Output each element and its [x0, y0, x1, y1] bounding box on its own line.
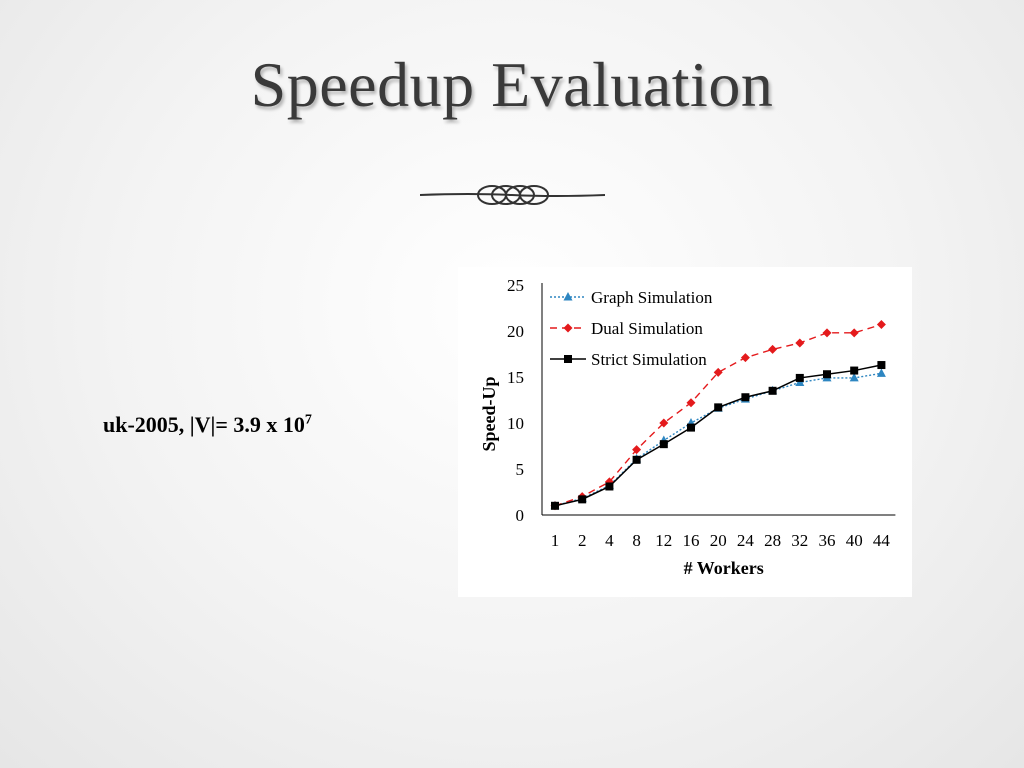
marker-square: [795, 373, 804, 382]
marker-diamond: [768, 344, 778, 354]
marker-square: [741, 393, 750, 402]
legend-item: Graph Simulation: [550, 288, 713, 307]
y-tick-label: 15: [507, 368, 524, 387]
legend-label: Strict Simulation: [591, 350, 707, 369]
legend-label: Dual Simulation: [591, 319, 703, 338]
dataset-caption-text: uk-2005, |V|= 3.9 x 10: [103, 412, 305, 437]
marker-diamond: [563, 323, 573, 333]
x-tick-label: 40: [846, 531, 863, 550]
marker-square: [564, 355, 572, 363]
marker-square: [605, 482, 614, 491]
marker-diamond: [659, 418, 669, 428]
series-strict-simulation: [551, 361, 886, 510]
y-tick-label: 25: [507, 276, 524, 295]
marker-square: [659, 440, 668, 449]
marker-diamond: [686, 398, 696, 408]
marker-diamond: [795, 338, 805, 348]
x-tick-label: 8: [632, 531, 641, 550]
x-tick-label: 24: [737, 531, 755, 550]
marker-diamond: [876, 320, 886, 330]
x-tick-label: 1: [551, 531, 560, 550]
legend-item: Strict Simulation: [550, 350, 707, 369]
marker-triangle: [563, 292, 573, 301]
x-tick-label: 32: [791, 531, 808, 550]
marker-square: [768, 386, 777, 395]
marker-triangle: [849, 372, 859, 382]
marker-square: [687, 423, 695, 432]
dataset-caption-exponent: 7: [304, 412, 312, 428]
speedup-chart: 0 5 10 15 20 25 1 2 4 8 12 16 20 24 28 32 36 40 44 # Worker…: [458, 267, 912, 597]
ornament-divider: [420, 185, 605, 205]
series-graph-simulation: [550, 368, 886, 510]
marker-diamond: [713, 367, 723, 377]
marker-square: [823, 370, 831, 379]
marker-square: [877, 361, 886, 370]
marker-square: [551, 501, 559, 510]
marker-diamond: [849, 328, 859, 338]
legend-label: Graph Simulation: [591, 288, 713, 307]
x-tick-label: 28: [764, 531, 781, 550]
x-tick-label: 44: [873, 531, 891, 550]
y-axis-title: Speed-Up: [479, 376, 499, 451]
y-tick-label: 10: [507, 414, 524, 433]
marker-diamond: [740, 353, 750, 363]
y-tick-label: 5: [516, 460, 525, 479]
x-tick-label: 4: [605, 531, 614, 550]
x-tick-label: 12: [655, 531, 672, 550]
marker-square: [714, 403, 723, 412]
marker-square: [850, 366, 859, 375]
x-tick-label: 20: [710, 531, 727, 550]
x-axis-title: # Workers: [684, 558, 764, 578]
x-tick-label: 36: [819, 531, 836, 550]
x-tick-label: 2: [578, 531, 587, 550]
marker-square: [632, 455, 641, 464]
series-line: [554, 372, 882, 507]
slide-title: Speedup Evaluation: [250, 49, 774, 120]
marker-diamond: [822, 328, 832, 338]
legend-item: Dual Simulation: [550, 319, 703, 338]
y-tick-label: 20: [507, 322, 524, 341]
dataset-caption: uk-2005, |V|= 3.9 x 107: [103, 412, 312, 438]
y-tick-label: 0: [516, 506, 525, 525]
marker-square: [578, 495, 587, 504]
marker-diamond: [632, 445, 642, 455]
x-tick-label: 16: [683, 531, 700, 550]
series-dual-simulation: [550, 320, 886, 511]
marker-triangle: [876, 368, 886, 377]
